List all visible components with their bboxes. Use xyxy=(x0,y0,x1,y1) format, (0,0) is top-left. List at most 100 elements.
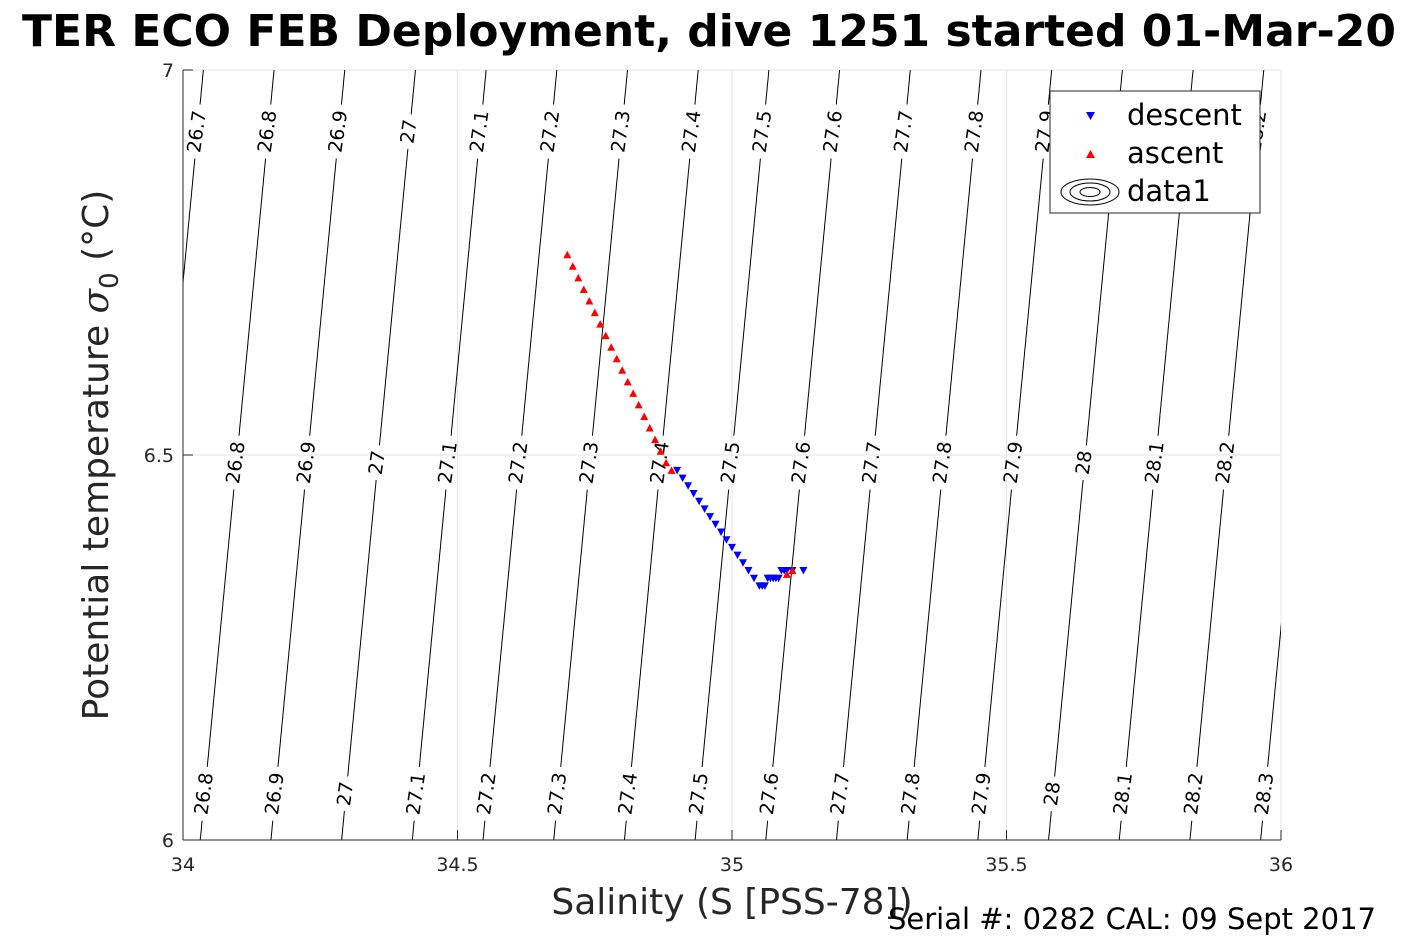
contour-line xyxy=(836,820,839,840)
contour-line xyxy=(1299,159,1326,436)
footer-serial-cal: Serial #: 0282 CAL: 09 Sept 2017 xyxy=(888,902,1376,936)
descent-marker xyxy=(673,466,682,475)
contour-line xyxy=(238,158,267,436)
contour-label: 27 xyxy=(333,780,358,807)
x-tick-label: 34 xyxy=(171,854,195,876)
ascent-marker xyxy=(612,354,621,363)
contour-line xyxy=(592,158,620,436)
ascent-marker xyxy=(563,250,572,259)
contour-line xyxy=(874,158,903,436)
contour-line xyxy=(1259,70,1265,105)
contour-line xyxy=(379,148,409,446)
contour-line xyxy=(410,70,416,115)
descent-marker xyxy=(760,582,769,590)
y-tick-label: 7 xyxy=(162,60,174,82)
descent-marker xyxy=(722,536,731,544)
y-axis-label-unit: (°C) xyxy=(76,190,117,273)
legend-ascent-label: ascent xyxy=(1127,136,1223,170)
chart-title: TER ECO FEB Deployment, dive 1251 starte… xyxy=(22,6,1396,57)
descent-marker xyxy=(733,551,742,560)
ascent-marker xyxy=(590,308,599,317)
legend-descent-label: descent xyxy=(1127,98,1242,132)
contour-line xyxy=(772,489,800,767)
x-tick-label: 35.5 xyxy=(985,854,1027,876)
contour-line xyxy=(553,70,558,105)
ascent-marker xyxy=(645,424,654,432)
legend-data1-label: data1 xyxy=(1127,174,1211,208)
descent-marker xyxy=(678,474,687,483)
descent-marker xyxy=(744,567,753,575)
contour-line xyxy=(199,70,204,105)
descent-marker xyxy=(750,574,758,583)
tick-labels: 34 34.5 35 35.5 36 6 6.5 7 xyxy=(144,60,1293,876)
x-tick-label: 34.5 xyxy=(436,854,478,876)
contour-line xyxy=(906,820,910,840)
contour-line xyxy=(130,821,132,840)
data-markers xyxy=(563,250,808,590)
x-tick-label: 36 xyxy=(1269,854,1293,876)
ascent-marker xyxy=(656,447,665,455)
axes xyxy=(182,69,1282,841)
contour-line xyxy=(1331,70,1334,105)
ascent-marker xyxy=(651,435,660,444)
contour-line xyxy=(1260,820,1263,840)
y-axis-label: Potential temperature σ0 (°C) xyxy=(76,190,125,721)
descent-marker xyxy=(739,559,747,567)
y-tick-label: 6 xyxy=(162,830,174,852)
contour-line xyxy=(1048,811,1052,840)
ascent-marker xyxy=(623,377,632,386)
contour-line xyxy=(694,70,699,105)
descent-marker xyxy=(706,513,714,521)
legend-descent-marker xyxy=(1086,112,1095,120)
ascent-marker xyxy=(662,458,671,467)
y-axis-label-main: Potential temperature xyxy=(76,313,117,720)
descent-marker xyxy=(799,567,808,575)
contour-line xyxy=(270,70,275,105)
ascent-marker xyxy=(585,297,594,305)
contour-line xyxy=(977,70,982,105)
contour-label: 28 xyxy=(1072,449,1097,476)
descent-marker xyxy=(684,482,693,490)
contour-line xyxy=(137,490,164,767)
contour-line xyxy=(1196,489,1224,767)
contour-line xyxy=(1267,622,1281,767)
y-axis-label-symbol: σ xyxy=(76,287,117,313)
contour-line xyxy=(521,158,549,436)
contour-line xyxy=(1118,820,1122,840)
contour-line xyxy=(277,489,305,767)
descent-marker xyxy=(711,520,720,529)
contour-line xyxy=(804,158,832,436)
contour-line xyxy=(701,489,730,767)
legend-box xyxy=(1049,90,1261,214)
contour-line xyxy=(843,489,871,767)
ascent-marker xyxy=(640,412,649,420)
legend-ascent-marker xyxy=(1086,150,1095,158)
contour-line xyxy=(906,70,911,105)
x-axis-label: Salinity (S [PSS-78]) xyxy=(551,882,912,923)
contour-line xyxy=(418,489,447,767)
ascent-marker xyxy=(634,400,643,409)
contour-line xyxy=(662,158,691,436)
ascent-marker xyxy=(574,273,583,282)
ascent-marker xyxy=(788,566,797,574)
descent-marker xyxy=(717,528,725,536)
ascent-marker xyxy=(596,320,605,328)
contour-line xyxy=(450,158,479,436)
contour-line xyxy=(1054,479,1084,777)
contour-line xyxy=(183,158,196,288)
contour-line xyxy=(913,489,942,767)
descent-marker xyxy=(689,490,698,498)
ascent-marker xyxy=(568,262,577,270)
ascent-marker xyxy=(618,366,627,374)
contour-line xyxy=(1189,820,1193,840)
contour-label: 28 xyxy=(1040,780,1065,807)
legend: descent ascent data1 xyxy=(1049,90,1261,214)
contour-line xyxy=(206,489,235,767)
contour-line xyxy=(733,158,761,436)
contour-line xyxy=(630,489,659,767)
contour-line xyxy=(623,70,628,105)
contour-label: 27 xyxy=(365,449,390,476)
contour-line xyxy=(945,158,973,436)
descent-marker xyxy=(728,543,736,552)
